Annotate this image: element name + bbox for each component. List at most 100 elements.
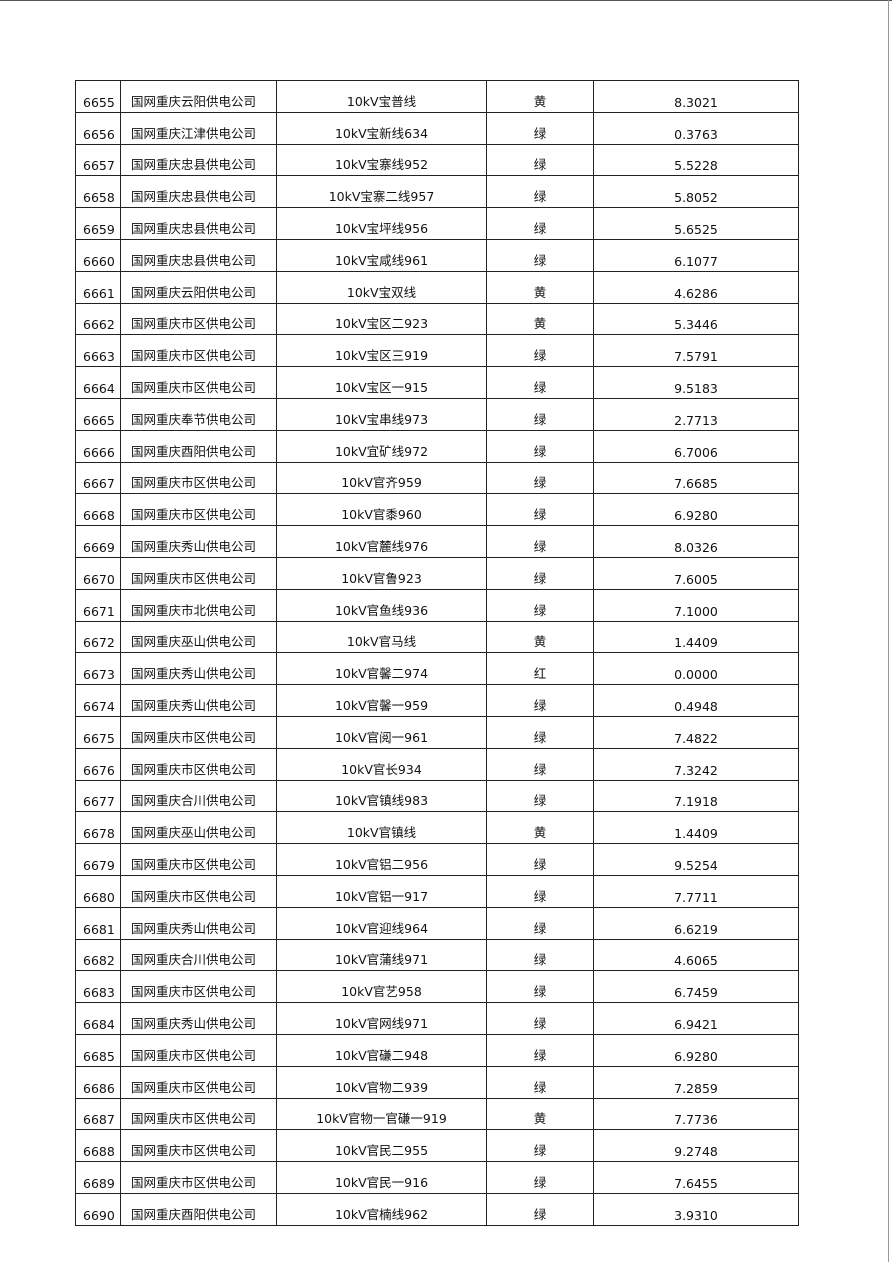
line-name-cell: 10kV宝寨线952 — [276, 143, 487, 177]
row-number-cell: 6660 — [75, 238, 121, 272]
status-color-cell: 绿 — [486, 684, 594, 717]
status-color-cell: 绿 — [486, 525, 594, 558]
table-row: 6666 国网重庆酉阳供电公司 10kV宜矿线972 绿 6.7006 — [75, 429, 799, 463]
company-cell: 国网重庆酉阳供电公司 — [120, 429, 277, 463]
status-color-cell: 绿 — [486, 143, 594, 177]
value-cell: 9.5254 — [593, 843, 799, 876]
value-cell: 6.7006 — [593, 429, 799, 463]
company-cell: 国网重庆忠县供电公司 — [120, 207, 277, 240]
row-number-cell: 6668 — [75, 493, 121, 527]
line-name-cell: 10kV官阅一961 — [276, 715, 487, 749]
value-cell: 5.3446 — [593, 302, 799, 336]
value-cell: 4.6286 — [593, 270, 799, 304]
table-row: 6661 国网重庆云阳供电公司 10kV宝双线黄 4.6286 — [75, 270, 799, 304]
line-name-cell: 10kV官铝二956 — [276, 843, 487, 876]
table-row: 6662 国网重庆市区供电公司 10kV宝区二923 黄 5.3446 — [75, 302, 799, 336]
row-number-cell: 6669 — [75, 525, 121, 558]
value-cell: 8.0326 — [593, 525, 799, 558]
row-number-cell: 6673 — [75, 652, 121, 686]
value-cell: 5.6525 — [593, 207, 799, 240]
value-cell: 7.1918 — [593, 779, 799, 813]
table-row: 6678 国网重庆巫山供电公司 10kV官镇线黄 1.4409 — [75, 811, 799, 845]
table-row: 6689 国网重庆市区供电公司 10kV官民一916 绿 7.6455 — [75, 1161, 799, 1194]
line-name-cell: 10kV宝咸线961 — [276, 238, 487, 272]
table-row: 6675 国网重庆市区供电公司 10kV官阅一961 绿 7.4822 — [75, 715, 799, 749]
status-color-cell: 绿 — [486, 366, 594, 399]
company-cell: 国网重庆市区供电公司 — [120, 874, 277, 908]
status-color-cell: 绿 — [486, 906, 594, 940]
row-number-cell: 6680 — [75, 874, 121, 908]
line-name-cell: 10kV宝区三919 — [276, 334, 487, 368]
row-number-cell: 6672 — [75, 620, 121, 654]
row-number-cell: 6684 — [75, 1002, 121, 1035]
value-cell: 7.7736 — [593, 1097, 799, 1131]
company-cell: 国网重庆市区供电公司 — [120, 493, 277, 527]
status-color-cell: 绿 — [486, 970, 594, 1004]
line-name-cell: 10kV官磏二948 — [276, 1033, 487, 1067]
value-cell: 5.5228 — [593, 143, 799, 177]
table-body: 6655 国网重庆云阳供电公司 10kV宝普线黄 8.3021 6656 国网重庆江津供电… — [75, 80, 799, 1226]
status-color-cell: 绿 — [486, 938, 594, 972]
row-number-cell: 6687 — [75, 1097, 121, 1131]
company-cell: 国网重庆市区供电公司 — [120, 302, 277, 336]
table-row: 6679 国网重庆市区供电公司 10kV官铝二956 绿 9.5254 — [75, 843, 799, 876]
value-cell: 0.4948 — [593, 684, 799, 717]
status-color-cell: 红 — [486, 652, 594, 686]
company-cell: 国网重庆奉节供电公司 — [120, 397, 277, 431]
company-cell: 国网重庆秀山供电公司 — [120, 525, 277, 558]
value-cell: 6.9421 — [593, 1002, 799, 1035]
status-color-cell: 绿 — [486, 1192, 594, 1226]
status-color-cell: 绿 — [486, 207, 594, 240]
value-cell: 8.3021 — [593, 80, 799, 113]
row-number-cell: 6670 — [75, 556, 121, 590]
status-color-cell: 绿 — [486, 397, 594, 431]
company-cell: 国网重庆市区供电公司 — [120, 334, 277, 368]
table-row: 6673 国网重庆秀山供电公司 10kV官馨二974 红 0.0000 — [75, 652, 799, 686]
line-name-cell: 10kV宝区二923 — [276, 302, 487, 336]
status-color-cell: 黄 — [486, 620, 594, 654]
value-cell: 7.6455 — [593, 1161, 799, 1194]
line-name-cell: 10kV宜矿线972 — [276, 429, 487, 463]
company-cell: 国网重庆秀山供电公司 — [120, 684, 277, 717]
company-cell: 国网重庆秀山供电公司 — [120, 906, 277, 940]
company-cell: 国网重庆酉阳供电公司 — [120, 1192, 277, 1226]
company-cell: 国网重庆云阳供电公司 — [120, 270, 277, 304]
value-cell: 1.4409 — [593, 811, 799, 845]
row-number-cell: 6677 — [75, 779, 121, 813]
row-number-cell: 6671 — [75, 588, 121, 622]
table-row: 6680 国网重庆市区供电公司 10kV官铝一917 绿 7.7711 — [75, 874, 799, 908]
value-cell: 6.9280 — [593, 1033, 799, 1067]
company-cell: 国网重庆忠县供电公司 — [120, 175, 277, 209]
row-number-cell: 6655 — [75, 80, 121, 113]
row-number-cell: 6663 — [75, 334, 121, 368]
company-cell: 国网重庆市区供电公司 — [120, 556, 277, 590]
company-cell: 国网重庆市区供电公司 — [120, 1097, 277, 1131]
line-name-cell: 10kV官迎线964 — [276, 906, 487, 940]
row-number-cell: 6685 — [75, 1033, 121, 1067]
company-cell: 国网重庆巫山供电公司 — [120, 620, 277, 654]
line-name-cell: 10kV官民二955 — [276, 1129, 487, 1163]
row-number-cell: 6666 — [75, 429, 121, 463]
table-row: 6657 国网重庆忠县供电公司 10kV宝寨线952 绿 5.5228 — [75, 143, 799, 177]
value-cell: 7.1000 — [593, 588, 799, 622]
line-name-cell: 10kV宝区一915 — [276, 366, 487, 399]
table-row: 6682 国网重庆合川供电公司 10kV官蒲线971 绿 4.6065 — [75, 938, 799, 972]
status-color-cell: 绿 — [486, 715, 594, 749]
row-number-cell: 6676 — [75, 747, 121, 781]
status-color-cell: 绿 — [486, 1161, 594, 1194]
row-number-cell: 6665 — [75, 397, 121, 431]
status-color-cell: 绿 — [486, 493, 594, 527]
status-color-cell: 绿 — [486, 1033, 594, 1067]
line-name-cell: 10kV官铝一917 — [276, 874, 487, 908]
table-row: 6671 国网重庆市北供电公司 10kV官鱼线936 绿 7.1000 — [75, 588, 799, 622]
company-cell: 国网重庆合川供电公司 — [120, 779, 277, 813]
table-row: 6684 国网重庆秀山供电公司 10kV官网线971 绿 6.9421 — [75, 1002, 799, 1035]
row-number-cell: 6662 — [75, 302, 121, 336]
status-color-cell: 绿 — [486, 334, 594, 368]
table-row: 6660 国网重庆忠县供电公司 10kV宝咸线961 绿 6.1077 — [75, 238, 799, 272]
status-color-cell: 黄 — [486, 1097, 594, 1131]
row-number-cell: 6679 — [75, 843, 121, 876]
company-cell: 国网重庆市北供电公司 — [120, 588, 277, 622]
value-cell: 5.8052 — [593, 175, 799, 209]
table-row: 6656 国网重庆江津供电公司 10kV宝新线634 绿 0.3763 — [75, 111, 799, 145]
